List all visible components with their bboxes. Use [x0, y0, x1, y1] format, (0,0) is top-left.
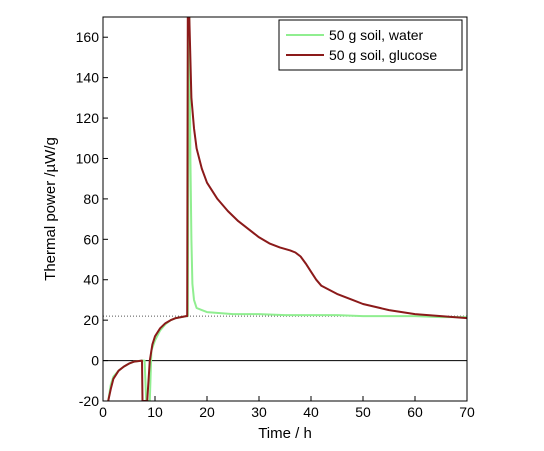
- series-line-1: [107, 17, 467, 401]
- y-tick-label: -20: [79, 393, 99, 409]
- series-layer: [107, 17, 467, 401]
- y-tick-label: 160: [76, 29, 100, 45]
- x-tick-label: 20: [199, 404, 215, 420]
- y-tick-label: 60: [83, 231, 99, 247]
- y-tick-label: 120: [76, 110, 100, 126]
- y-tick-label: 100: [76, 150, 100, 166]
- legend-label-water: 50 g soil, water: [329, 27, 423, 43]
- y-tick-label: 80: [83, 191, 99, 207]
- plot-frame: [102, 16, 468, 402]
- x-tick-label: 70: [459, 404, 475, 420]
- series-line-0: [107, 17, 467, 401]
- x-axis-title: Time / h: [258, 425, 312, 442]
- y-tick-label: 40: [83, 272, 99, 288]
- legend: 50 g soil, water 50 g soil, glucose: [278, 19, 463, 71]
- x-tick-label: 10: [147, 404, 163, 420]
- y-tick-label: 0: [91, 353, 99, 369]
- legend-label-glucose: 50 g soil, glucose: [329, 47, 437, 63]
- x-axis: 0 10 20 30 40 50 60 70: [99, 396, 475, 420]
- y-axis: -20 0 20 40 60 80 100 120 140 160: [76, 29, 108, 409]
- x-tick-label: 60: [407, 404, 423, 420]
- reference-lines: [103, 315, 467, 362]
- legend-box: [278, 19, 463, 71]
- x-tick-label: 40: [303, 404, 319, 420]
- x-tick-label: 30: [251, 404, 267, 420]
- y-axis-title: Thermal power /µW/g: [42, 137, 59, 281]
- y-tick-label: 20: [83, 312, 99, 328]
- x-tick-label: 50: [355, 404, 371, 420]
- y-tick-label: 140: [76, 70, 100, 86]
- x-tick-label: 0: [99, 404, 107, 420]
